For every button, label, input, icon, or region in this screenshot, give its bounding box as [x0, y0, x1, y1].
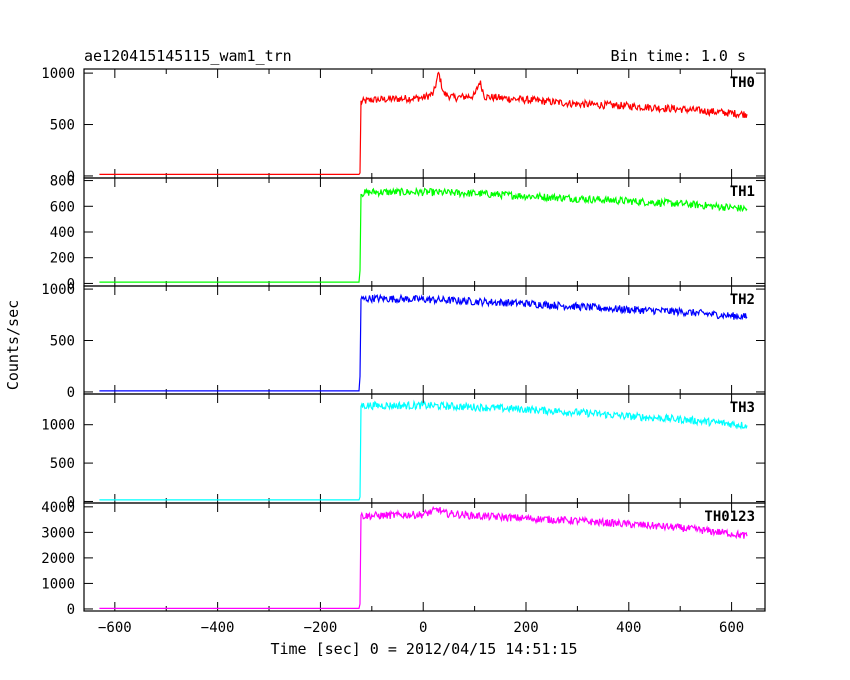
x-tick-label: −600: [98, 620, 132, 636]
y-tick-label: 0: [67, 276, 75, 292]
series-line-th0: [99, 71, 748, 175]
series-line-th1: [99, 186, 748, 283]
series-line-th2: [99, 293, 748, 392]
y-tick-label: 500: [50, 118, 75, 134]
x-tick-label: 0: [419, 620, 427, 636]
y-axis-label: Counts/sec: [4, 300, 22, 390]
bin-time-label: Bin time: 1.0 s: [611, 47, 746, 65]
y-tick-label: 1000: [41, 66, 75, 82]
x-tick-label: 400: [616, 620, 641, 636]
x-axis-label: Time [sec] 0 = 2012/04/15 14:51:15: [270, 640, 577, 658]
y-tick-label: 1000: [41, 576, 75, 592]
series-label: TH1: [730, 184, 755, 200]
series-line-th0123: [99, 505, 748, 610]
panels-group: 0 500 1000 TH0 0 200 400 600 800 TH1 0 500 1000 TH2 0 5…: [41, 66, 766, 636]
y-tick-label: 600: [50, 199, 75, 215]
y-tick-label: 0: [67, 169, 75, 185]
x-tick-label: −400: [201, 620, 235, 636]
x-tick-label: −200: [304, 620, 338, 636]
y-tick-label: 800: [50, 174, 75, 190]
chart-title: ae120415145115_wam1_trn: [84, 47, 292, 65]
y-tick-label: 1000: [41, 282, 75, 298]
panel-th0123: 0 1000 2000 3000 4000 TH0123: [41, 500, 766, 618]
panel-th2: 0 500 1000 TH2: [41, 282, 766, 401]
y-tick-label: 200: [50, 251, 75, 267]
x-tick-label: 600: [719, 620, 744, 636]
series-label: TH2: [730, 292, 755, 308]
y-tick-label: 500: [50, 456, 75, 472]
y-tick-label: 1000: [41, 418, 75, 434]
series-label: TH0: [730, 75, 755, 91]
y-tick-label: 2000: [41, 551, 75, 567]
x-tick-label: 200: [513, 620, 538, 636]
y-tick-label: 0: [67, 494, 75, 510]
series-line-th3: [99, 399, 748, 501]
panel-th3: 0 500 1000 TH3: [41, 393, 766, 510]
series-label: TH0123: [704, 509, 755, 525]
y-tick-label: 400: [50, 225, 75, 241]
y-tick-label: 500: [50, 334, 75, 350]
y-tick-label: 4000: [41, 500, 75, 516]
panel-frame: [83, 502, 766, 612]
y-tick-label: 0: [67, 602, 75, 618]
y-tick-label: 0: [67, 385, 75, 401]
series-label: TH3: [730, 400, 755, 416]
y-tick-label: 3000: [41, 525, 75, 541]
